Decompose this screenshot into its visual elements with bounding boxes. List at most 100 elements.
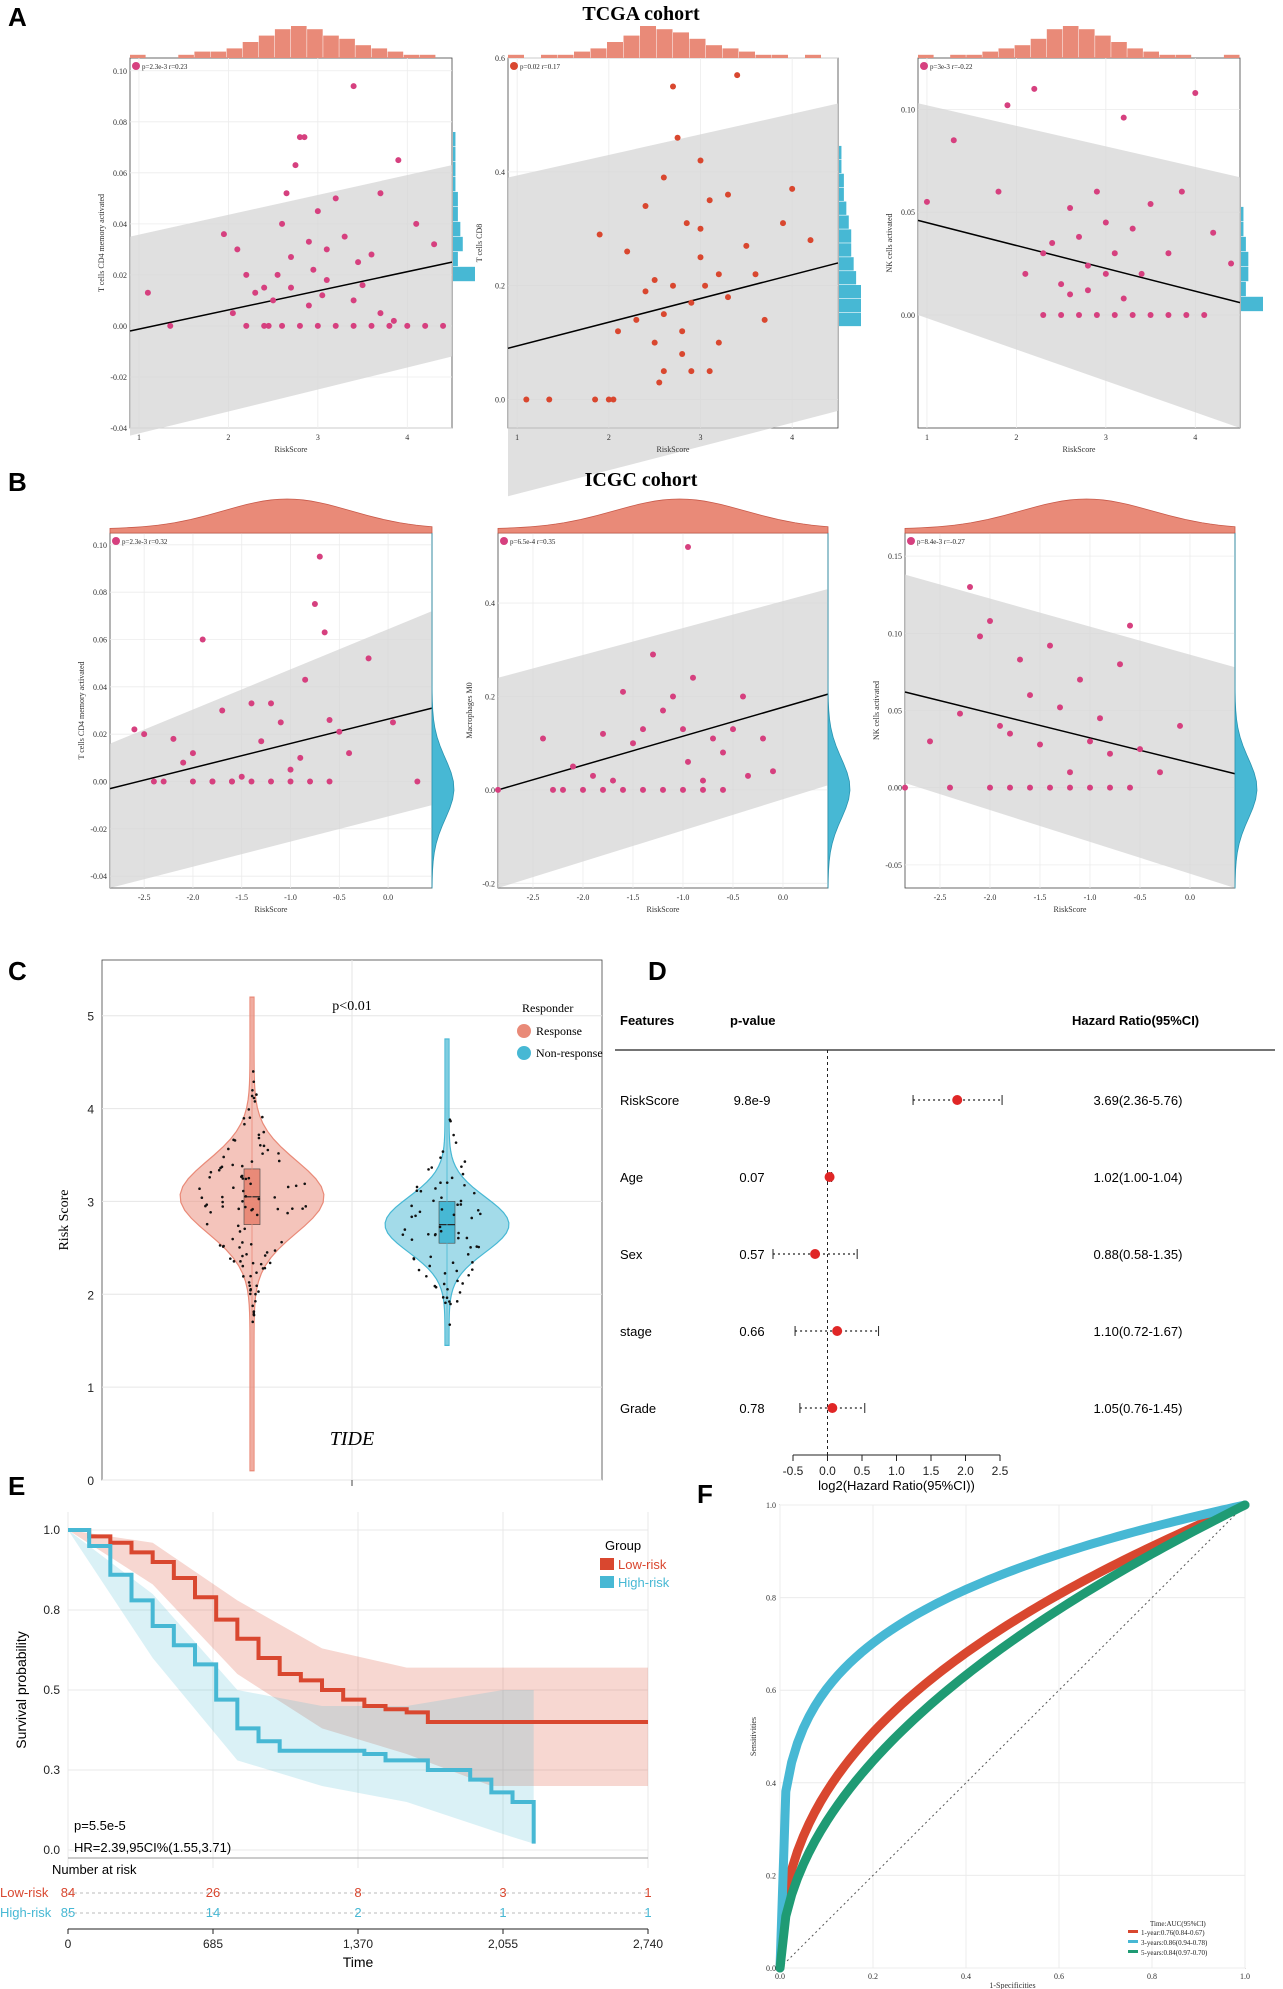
data-point	[219, 707, 226, 714]
data-point	[967, 584, 973, 591]
data-point	[1120, 295, 1127, 302]
panel-label-a: A	[8, 2, 27, 32]
data-point	[1102, 219, 1109, 226]
row-feature: RiskScore	[620, 1093, 679, 1108]
jitter-point	[257, 1136, 261, 1140]
jitter-point	[237, 1207, 241, 1211]
x-tick-label: 1	[925, 433, 929, 442]
data-point	[305, 302, 312, 309]
jitter-point	[455, 1300, 459, 1303]
y-tick-label: 0.2	[485, 692, 495, 701]
top-histogram-bar	[1111, 42, 1127, 58]
data-point	[592, 396, 599, 403]
data-point	[1129, 311, 1136, 318]
jitter-point	[249, 1289, 252, 1292]
jitter-point	[241, 1254, 244, 1258]
jitter-point	[262, 1144, 266, 1148]
data-point	[651, 339, 658, 346]
data-point	[440, 322, 447, 329]
data-point	[296, 134, 303, 141]
data-point	[297, 754, 304, 761]
y-tick-label: 1	[87, 1381, 94, 1395]
data-point	[248, 700, 255, 707]
data-point	[770, 768, 776, 775]
y-tick-label: 0.00	[901, 311, 915, 320]
jitter-point	[257, 1290, 260, 1293]
top-density	[109, 498, 433, 534]
jitter-point	[217, 1168, 221, 1172]
x-axis-label: 1-Specificities	[989, 1981, 1035, 1989]
jitter-point	[452, 1133, 455, 1137]
side-histogram-bar	[453, 206, 458, 222]
confidence-band	[110, 611, 432, 888]
x-tick-label: -1.0	[1084, 893, 1097, 902]
jitter-point	[280, 1240, 283, 1244]
data-point	[1027, 692, 1033, 699]
top-histogram-bar	[541, 54, 557, 58]
stat-marker	[907, 537, 915, 545]
risk-count: 1	[644, 1885, 651, 1900]
stat-label: p=0.02 r=0.17	[520, 63, 560, 71]
side-histogram-bar	[453, 191, 458, 207]
data-point	[332, 322, 339, 329]
data-point	[1201, 311, 1208, 318]
jitter-point	[252, 1080, 256, 1084]
jitter-point	[243, 1227, 247, 1231]
data-point	[270, 297, 277, 304]
jitter-point	[254, 1292, 257, 1296]
data-point	[650, 651, 656, 658]
y-tick-label: -0.02	[90, 825, 107, 834]
data-point	[319, 292, 326, 299]
data-point	[730, 726, 736, 733]
jitter-point	[249, 1274, 252, 1278]
side-histogram-bar	[453, 221, 461, 237]
top-histogram-bar	[656, 29, 673, 58]
jitter-point	[240, 1175, 243, 1179]
y-tick-label: 0.08	[93, 588, 107, 597]
header-features: Features	[620, 1013, 674, 1028]
data-point	[1138, 270, 1145, 277]
data-point	[660, 174, 667, 181]
jitter-point	[249, 1292, 252, 1296]
jitter-point	[248, 1284, 252, 1287]
jitter-point	[221, 1245, 225, 1248]
data-point	[390, 317, 397, 324]
confidence-band	[498, 589, 828, 888]
row-hazard-ratio: 1.02(1.00-1.04)	[1094, 1170, 1183, 1185]
fit-line	[904, 691, 1236, 775]
data-point	[700, 777, 706, 784]
side-histogram-bar	[839, 201, 847, 215]
y-tick-label: -0.04	[110, 424, 127, 433]
data-point	[243, 322, 250, 329]
y-axis-label: NK cells activated	[885, 213, 894, 272]
y-axis-label: T cells CD4 memory activated	[97, 194, 106, 292]
risk-count: 3	[499, 1885, 506, 1900]
data-point	[1031, 85, 1038, 92]
top-histogram-bar	[1159, 54, 1176, 58]
top-histogram-bar	[1046, 29, 1063, 58]
row-hazard-ratio: 3.69(2.36-5.76)	[1094, 1093, 1183, 1108]
jitter-point	[461, 1172, 465, 1176]
data-point	[624, 248, 631, 255]
data-point	[229, 310, 236, 317]
stat-marker	[920, 62, 928, 70]
data-point	[560, 786, 566, 793]
x-tick-label: -2.5	[934, 893, 947, 902]
data-point	[1127, 622, 1133, 629]
data-point	[389, 719, 396, 726]
jitter-point	[429, 1255, 433, 1259]
jitter-point	[286, 1211, 289, 1215]
jitter-point	[232, 1260, 236, 1263]
data-point	[1084, 262, 1091, 269]
data-point	[1111, 311, 1118, 318]
jitter-point	[200, 1196, 204, 1199]
x-axis-label: RiskScore	[647, 905, 680, 914]
data-point	[277, 719, 284, 726]
jitter-point	[255, 1093, 258, 1096]
risk-count: 1	[499, 1905, 506, 1920]
data-point	[725, 294, 731, 301]
jitter-point	[208, 1175, 211, 1179]
data-point	[523, 396, 530, 403]
jitter-point	[427, 1168, 430, 1171]
data-point	[144, 289, 151, 296]
